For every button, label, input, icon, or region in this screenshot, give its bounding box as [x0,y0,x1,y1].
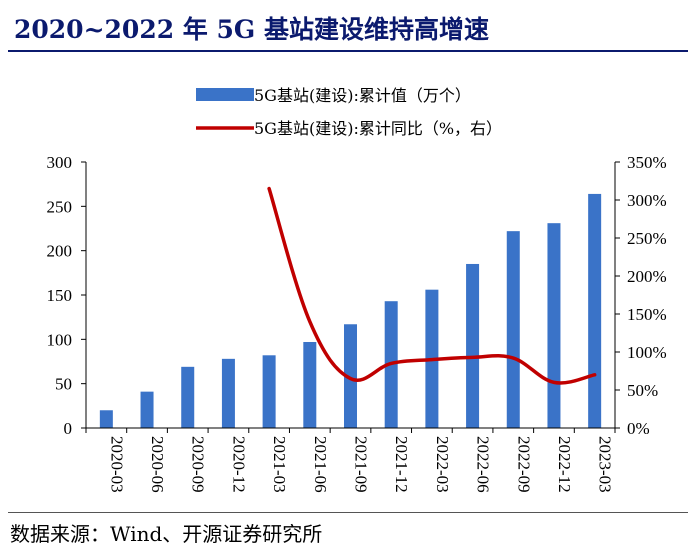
right-tick-label: 0% [627,419,650,438]
x-tick-label: 2022-06 [474,436,493,493]
x-tick-label: 2021-03 [270,436,289,493]
bar-series [99,193,602,428]
x-tick-label: 2020-03 [107,436,126,493]
bar [140,391,154,428]
source-divider [8,512,688,513]
left-tick-label: 100 [47,330,73,349]
x-tick-label: 2022-03 [433,436,452,493]
legend-line-label: 5G基站(建设):累计同比（%，右） [254,119,502,138]
x-tick-label: 2022-12 [555,436,574,493]
x-tick-label: 2021-12 [392,436,411,493]
right-tick-label: 150% [627,305,667,324]
bar [99,410,113,428]
left-tick-label: 200 [47,242,73,261]
bar [221,358,235,428]
legend-bar-swatch [196,88,254,101]
x-tick-label: 2021-06 [311,436,330,493]
source-note: 数据来源：Wind、开源证券研究所 [10,522,323,546]
bar [303,341,317,428]
x-tick-label: 2021-09 [352,436,371,493]
x-tick-label: 2020-06 [148,436,167,493]
left-tick-label: 300 [47,153,73,172]
bar [506,231,520,428]
bar [547,223,561,428]
line-series [267,186,597,385]
legend: 5G基站(建设):累计值（万个） 5G基站(建设):累计同比（%，右） [196,86,502,138]
right-tick-label: 250% [627,229,667,248]
bar [588,193,602,428]
x-tick-label: 2023-03 [596,436,615,493]
right-tick-label: 200% [627,267,667,286]
x-tick-label: 2020-09 [189,436,208,493]
bar [344,324,357,428]
left-tick-label: 0 [64,419,73,438]
axes: 0 50 100 150 200 250 300 0% 50% 100% 150% 200% 250% 3… [47,153,667,493]
bar [181,366,195,428]
left-tick-label: 250 [47,197,73,216]
yoy-growth-line [267,186,597,385]
chart-title: 2020~2022 年 5G 基站建设维持高增速 [14,15,489,44]
legend-bar-label: 5G基站(建设):累计值（万个） [254,86,471,105]
right-tick-label: 300% [627,191,667,210]
x-tick-label: 2020-12 [229,436,248,493]
left-tick-label: 150 [47,286,73,305]
right-tick-label: 50% [627,381,658,400]
title-divider [8,50,688,52]
x-tick-label: 2022-09 [514,436,533,493]
right-tick-label: 100% [627,343,667,362]
right-tick-label: 350% [627,153,667,172]
bar [262,355,276,428]
left-tick-label: 50 [55,375,72,394]
bar [466,263,480,428]
